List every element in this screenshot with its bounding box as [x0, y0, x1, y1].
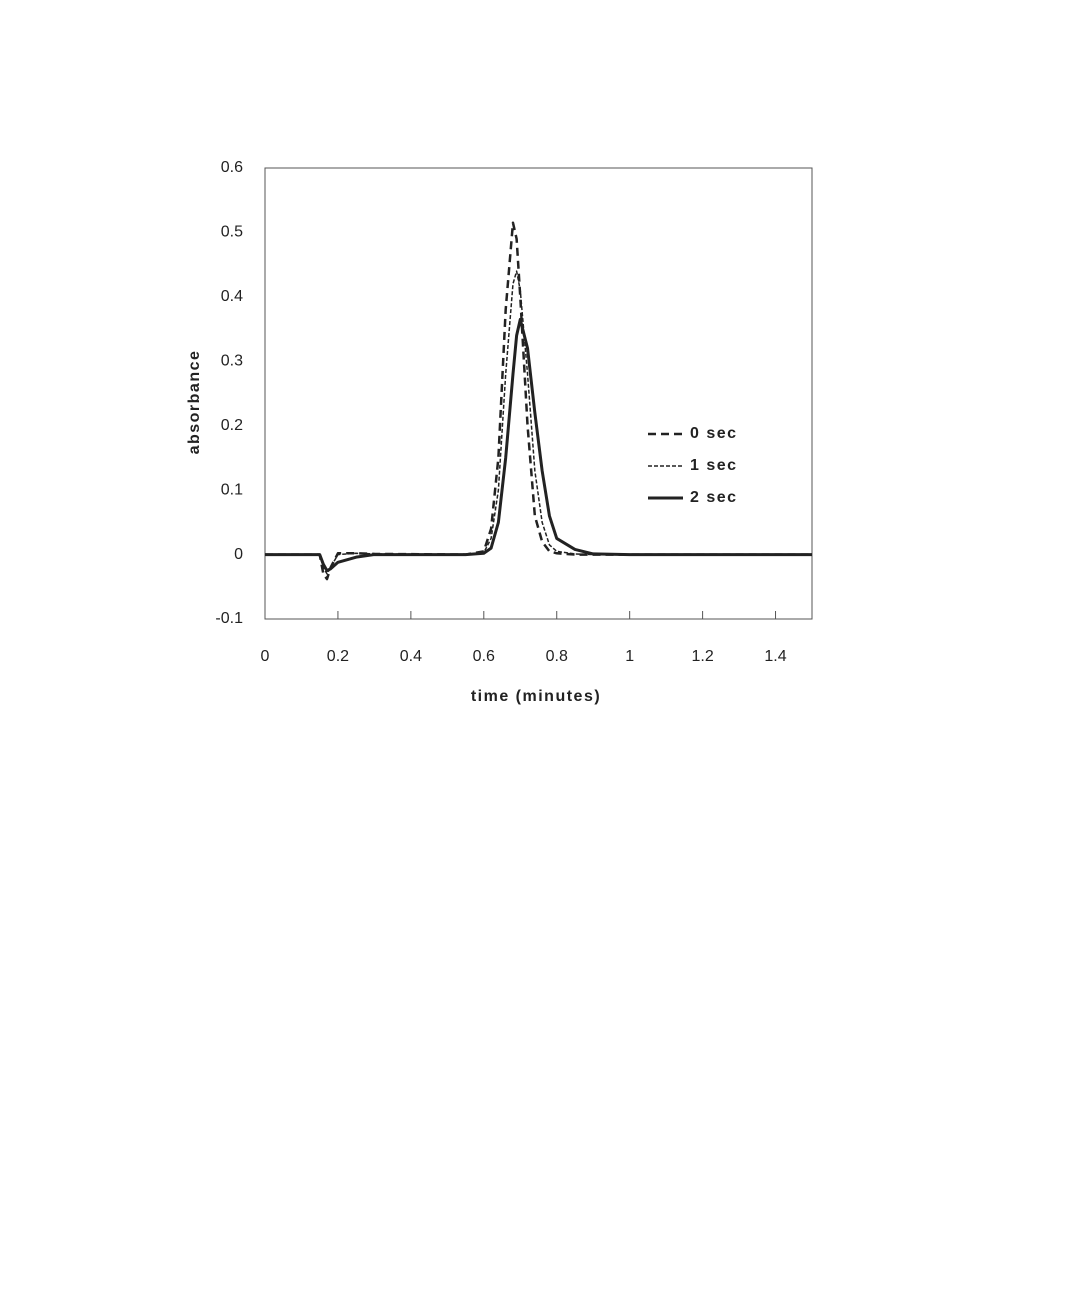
y-tick-label: 0.4 — [221, 288, 243, 305]
x-tick-label: 0.4 — [400, 648, 422, 665]
plot-frame — [264, 167, 813, 620]
y-tick-label: -0.1 — [215, 610, 243, 627]
x-tick-label: 0.2 — [327, 648, 349, 665]
series-line — [265, 221, 812, 581]
y-tick-label: 0.6 — [221, 159, 243, 176]
legend-label: 2 sec — [690, 489, 738, 506]
y-tick-label: 0 — [234, 546, 243, 563]
x-tick-label: 1.2 — [691, 648, 713, 665]
y-tick-label: 0.5 — [221, 224, 243, 241]
x-tick-label: 0.8 — [546, 648, 568, 665]
series-line — [265, 317, 812, 573]
legend-label: 0 sec — [690, 425, 738, 442]
y-axis-label: absorbance — [186, 350, 203, 455]
y-tick-label: 0.1 — [221, 481, 243, 498]
x-tick-label: 1 — [625, 648, 634, 665]
y-tick-label: 0.2 — [221, 417, 243, 434]
series-line — [265, 270, 812, 575]
legend-label: 1 sec — [690, 457, 738, 474]
y-tick-label: 0.3 — [221, 353, 243, 370]
x-tick-label: 0 — [261, 648, 270, 665]
x-axis-label: time (minutes) — [471, 688, 601, 705]
x-tick-label: 1.4 — [764, 648, 786, 665]
x-tick-label: 0.6 — [473, 648, 495, 665]
